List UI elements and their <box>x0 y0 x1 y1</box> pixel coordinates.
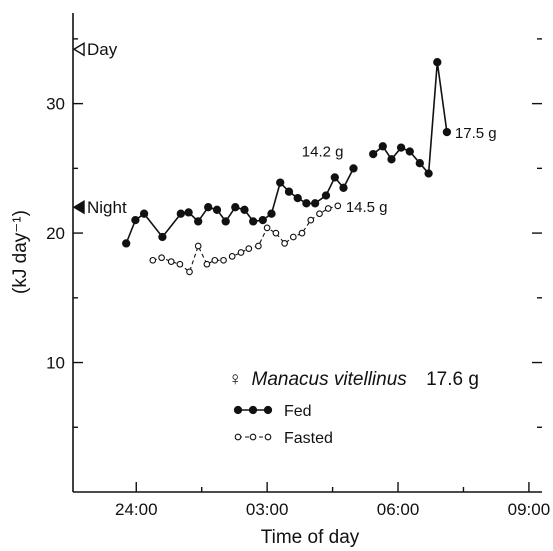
female-symbol: ♀ <box>228 369 242 390</box>
series-layer <box>122 58 452 276</box>
fed-point-3 <box>158 232 167 242</box>
fasted-point-19 <box>316 210 323 218</box>
fed-point-6 <box>194 217 203 226</box>
fasted-point-21 <box>334 202 342 210</box>
fed-point-23 <box>349 164 358 173</box>
fed-line-0 <box>125 168 355 244</box>
legend-fasted-marker-0 <box>234 433 242 441</box>
fed-point-20 <box>321 191 331 200</box>
y-tick-label-1: 20 <box>46 224 65 243</box>
legend: Fed Fasted <box>233 403 333 447</box>
fasted-point-1 <box>158 254 165 262</box>
fasted-point-6 <box>203 260 211 268</box>
fed-point-0 <box>122 239 131 248</box>
fasted-point-3 <box>176 260 184 268</box>
fasted-point-20 <box>324 205 332 212</box>
fasted-point-5 <box>194 242 202 250</box>
mass-annotation-0: 14.2 g <box>302 143 344 160</box>
x-tick-label-2: 06:00 <box>377 500 420 519</box>
species-label: ♀ Manacus vitellinus 17.6 g <box>228 369 479 390</box>
fasted-point-16 <box>289 233 297 241</box>
mass-annotation-1: 14.5 g <box>346 199 388 216</box>
legend-fasted-label: Fasted <box>284 430 333 447</box>
fed-point-26 <box>387 155 396 164</box>
fasted-point-10 <box>237 249 245 256</box>
fasted-point-8 <box>220 256 227 264</box>
fasted-point-4 <box>186 268 193 276</box>
fed-point-17 <box>293 193 302 203</box>
x-tick-label-1: 03:00 <box>246 500 289 519</box>
y-tick-label-2: 30 <box>46 95 65 114</box>
y-axis-title: (kJ day⁻¹) <box>10 210 31 294</box>
night-marker-label: Night <box>87 198 127 217</box>
y-tick-label-0: 10 <box>46 354 65 373</box>
fed-point-5 <box>184 208 193 217</box>
fasted-point-9 <box>228 253 236 260</box>
time-markers: Day Night <box>72 40 127 217</box>
fed-point-22 <box>339 183 348 192</box>
fed-line-1 <box>372 62 448 176</box>
fed-point-18 <box>302 199 311 208</box>
fed-point-4 <box>176 209 185 218</box>
fed-point-9 <box>221 217 230 226</box>
fed-point-29 <box>415 159 424 168</box>
x-tick-label-3: 09:00 <box>508 500 551 519</box>
fed-point-11 <box>240 205 249 214</box>
fasted-point-15 <box>281 240 288 247</box>
fasted-point-2 <box>167 258 175 265</box>
axes <box>72 13 542 493</box>
fasted-point-11 <box>245 245 253 252</box>
fed-point-8 <box>212 205 222 214</box>
y-ticks: 10 20 30 <box>46 38 542 428</box>
x-ticks: 24:00 03:00 06:00 09:00 <box>115 482 550 519</box>
fed-point-1 <box>131 215 140 225</box>
fed-point-13 <box>258 215 267 225</box>
fasted-point-17 <box>298 229 306 237</box>
fed-point-31 <box>433 58 442 67</box>
legend-fed-marker-0 <box>233 405 243 415</box>
legend-fasted-marker-1 <box>249 433 257 441</box>
fasted-point-13 <box>263 224 271 232</box>
fed-point-24 <box>369 149 378 159</box>
fed-point-10 <box>231 203 240 212</box>
night-marker-icon <box>72 199 85 215</box>
fasted-point-14 <box>272 229 280 237</box>
fasted-point-7 <box>211 256 219 264</box>
fasted-point-0 <box>149 256 157 264</box>
fed-point-19 <box>310 199 320 208</box>
day-marker-label: Day <box>87 40 118 59</box>
fasted-point-18 <box>307 216 315 224</box>
fed-point-12 <box>249 217 258 226</box>
fed-point-32 <box>442 127 452 137</box>
legend-fed-marker-1 <box>248 405 258 415</box>
legend-fasted-marker-2 <box>264 433 272 441</box>
fed-point-21 <box>330 173 339 182</box>
species-name: Manacus vitellinus <box>252 369 408 390</box>
fed-point-14 <box>267 209 276 218</box>
mass-annotation-2: 17.5 g <box>455 125 497 142</box>
fed-point-30 <box>424 169 433 178</box>
legend-fed-label: Fed <box>284 403 312 420</box>
fed-point-16 <box>284 187 294 196</box>
fed-point-7 <box>204 203 213 212</box>
species-mass: 17.6 g <box>426 369 479 390</box>
annotation-layer: 14.2 g 14.5 g 17.5 g <box>302 125 497 216</box>
fed-point-2 <box>139 209 149 218</box>
fed-point-27 <box>396 143 406 152</box>
fasted-line-0 <box>152 205 338 273</box>
fed-point-15 <box>276 178 285 187</box>
x-axis-title: Time of day <box>261 527 360 548</box>
fed-point-28 <box>405 147 414 156</box>
x-tick-label-0: 24:00 <box>115 500 158 519</box>
species-label-text: ♀ Manacus vitellinus 17.6 g <box>228 369 479 390</box>
day-marker-icon <box>72 42 85 57</box>
fasted-point-12 <box>255 242 262 250</box>
legend-fed-marker-2 <box>263 405 273 415</box>
fed-point-25 <box>378 142 387 151</box>
